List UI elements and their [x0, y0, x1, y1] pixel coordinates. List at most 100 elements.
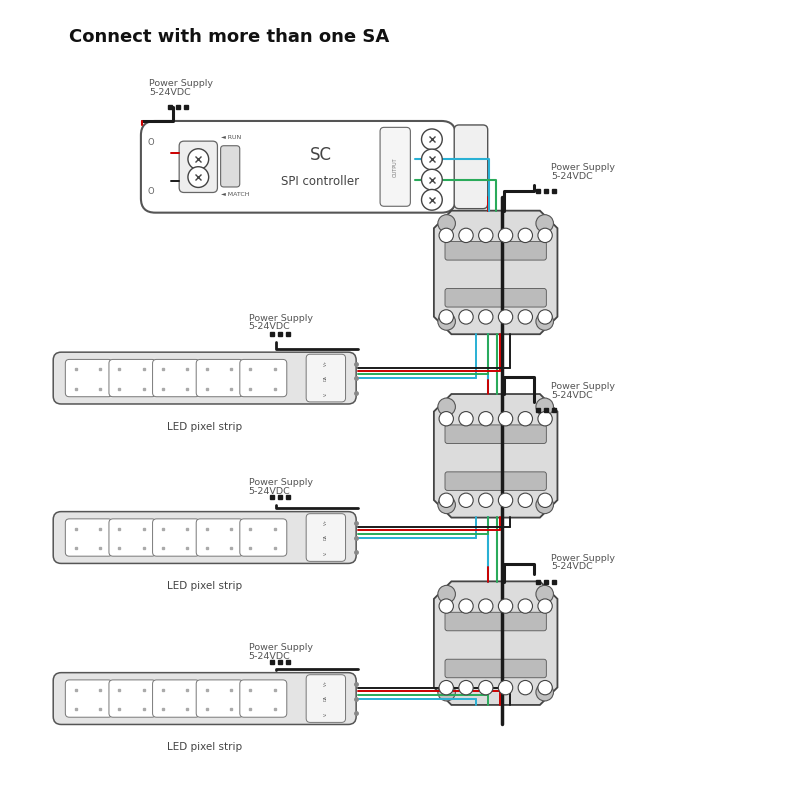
Circle shape [439, 228, 454, 242]
Circle shape [459, 411, 473, 426]
FancyBboxPatch shape [240, 359, 286, 397]
FancyBboxPatch shape [445, 425, 546, 443]
Circle shape [422, 170, 442, 190]
Text: DA: DA [324, 375, 328, 381]
Text: Connect with more than one SA: Connect with more than one SA [69, 28, 390, 46]
Text: ◄ RUN: ◄ RUN [221, 135, 241, 140]
Text: DA: DA [324, 534, 328, 541]
Circle shape [518, 411, 533, 426]
Text: V+: V+ [324, 359, 328, 366]
Circle shape [538, 228, 552, 242]
Circle shape [498, 599, 513, 614]
Circle shape [538, 310, 552, 324]
Circle shape [422, 190, 442, 210]
FancyBboxPatch shape [445, 242, 546, 260]
FancyBboxPatch shape [454, 125, 488, 209]
Circle shape [498, 310, 513, 324]
Circle shape [538, 599, 552, 614]
Circle shape [518, 310, 533, 324]
Circle shape [439, 681, 454, 695]
Circle shape [498, 681, 513, 695]
Text: V-: V- [324, 391, 328, 396]
Text: 5-24VDC: 5-24VDC [551, 172, 594, 181]
Text: Power Supply: Power Supply [551, 554, 615, 562]
Text: O: O [148, 138, 154, 146]
Text: O: O [148, 187, 154, 196]
FancyBboxPatch shape [221, 146, 240, 187]
Text: 5-24VDC: 5-24VDC [249, 652, 290, 661]
Circle shape [536, 313, 554, 330]
Circle shape [478, 310, 493, 324]
Text: 5-24VDC: 5-24VDC [551, 562, 594, 571]
Circle shape [439, 310, 454, 324]
Text: 5-24VDC: 5-24VDC [551, 391, 594, 400]
Text: 5-24VDC: 5-24VDC [149, 88, 190, 97]
Circle shape [478, 228, 493, 242]
Circle shape [438, 683, 455, 701]
Text: SC: SC [310, 146, 331, 164]
Text: 5-24VDC: 5-24VDC [249, 486, 290, 496]
FancyBboxPatch shape [445, 289, 546, 307]
FancyBboxPatch shape [240, 519, 286, 556]
Text: Power Supply: Power Supply [149, 79, 213, 88]
FancyBboxPatch shape [179, 141, 218, 193]
Circle shape [498, 493, 513, 507]
Text: V-: V- [324, 551, 328, 555]
FancyBboxPatch shape [109, 519, 156, 556]
FancyBboxPatch shape [445, 472, 546, 490]
FancyBboxPatch shape [66, 680, 112, 718]
Circle shape [188, 166, 209, 187]
FancyBboxPatch shape [54, 512, 356, 563]
Text: V+: V+ [324, 680, 328, 686]
Circle shape [536, 398, 554, 415]
FancyBboxPatch shape [54, 673, 356, 725]
Text: SPI controller: SPI controller [282, 175, 359, 188]
FancyBboxPatch shape [196, 519, 243, 556]
FancyBboxPatch shape [445, 659, 546, 678]
Circle shape [438, 214, 455, 232]
Circle shape [422, 129, 442, 150]
FancyBboxPatch shape [153, 680, 199, 718]
Circle shape [438, 398, 455, 415]
Text: LED pixel strip: LED pixel strip [167, 422, 242, 431]
Circle shape [518, 681, 533, 695]
Text: Power Supply: Power Supply [249, 314, 313, 322]
FancyBboxPatch shape [306, 354, 346, 402]
Circle shape [438, 586, 455, 603]
FancyBboxPatch shape [380, 127, 410, 206]
Text: LED pixel strip: LED pixel strip [167, 581, 242, 591]
Circle shape [498, 411, 513, 426]
Text: Power Supply: Power Supply [249, 478, 313, 487]
Text: V-: V- [324, 712, 328, 716]
Text: LED pixel strip: LED pixel strip [167, 742, 242, 752]
Circle shape [518, 493, 533, 507]
Circle shape [438, 313, 455, 330]
Text: OUTPUT: OUTPUT [393, 157, 398, 177]
Polygon shape [434, 394, 558, 518]
Circle shape [478, 493, 493, 507]
FancyBboxPatch shape [153, 359, 199, 397]
Text: 5-24VDC: 5-24VDC [249, 322, 290, 331]
Circle shape [498, 228, 513, 242]
FancyBboxPatch shape [306, 674, 346, 722]
Circle shape [518, 599, 533, 614]
Circle shape [536, 496, 554, 514]
FancyBboxPatch shape [141, 121, 456, 213]
Text: DA: DA [324, 696, 328, 702]
Circle shape [538, 681, 552, 695]
Circle shape [536, 214, 554, 232]
FancyBboxPatch shape [196, 680, 243, 718]
Circle shape [536, 586, 554, 603]
Circle shape [518, 228, 533, 242]
Circle shape [422, 149, 442, 170]
Circle shape [438, 496, 455, 514]
Circle shape [536, 683, 554, 701]
FancyBboxPatch shape [196, 359, 243, 397]
FancyBboxPatch shape [153, 519, 199, 556]
Circle shape [459, 681, 473, 695]
Circle shape [478, 681, 493, 695]
FancyBboxPatch shape [54, 352, 356, 404]
Text: V+: V+ [324, 518, 328, 525]
Circle shape [439, 493, 454, 507]
Circle shape [459, 599, 473, 614]
